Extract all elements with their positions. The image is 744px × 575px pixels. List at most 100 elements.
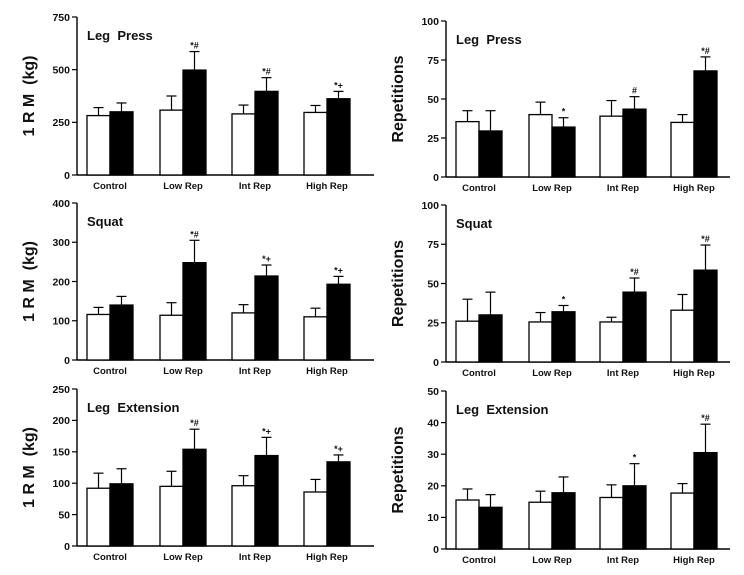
y-tick-label: 400 — [52, 198, 70, 210]
panel-leg-extension-repetitions: 0 10 20 30 40 50 Repetitions Leg Extension Contr… — [390, 386, 730, 566]
x-category-label: Int Rep — [607, 555, 639, 566]
bar-pre — [670, 121, 695, 178]
y-tick-label: 750 — [52, 12, 70, 24]
y-tick-label: 300 — [52, 237, 70, 249]
bar-post — [326, 98, 351, 176]
x-category-label: Control — [93, 552, 127, 563]
y-axis-label: 1 R M (kg) — [21, 241, 38, 322]
y-tick-label: 40 — [427, 417, 439, 429]
bar-post — [551, 492, 576, 550]
bar-pre — [303, 316, 328, 361]
x-category-label: Low Rep — [163, 366, 203, 377]
x-category-label: Low Rep — [532, 555, 572, 566]
y-axis-label: 1 R M (kg) — [21, 427, 38, 508]
bar-post — [109, 483, 134, 547]
x-category-label: High Rep — [306, 181, 348, 192]
y-tick-label: 30 — [427, 449, 439, 461]
significance-marker: *+ — [262, 254, 271, 264]
x-category-label: High Rep — [673, 368, 715, 379]
significance-marker: *# — [701, 234, 710, 244]
y-tick-label: 75 — [427, 239, 439, 251]
y-tick-label: 250 — [52, 117, 70, 129]
panel-title: Leg Extension — [456, 402, 549, 417]
significance-marker: * — [562, 294, 566, 304]
bar-pre — [599, 115, 624, 178]
bar-pre — [670, 492, 695, 550]
bar-pre — [231, 113, 256, 176]
x-category-label: Control — [462, 555, 496, 566]
significance-marker: * — [633, 453, 637, 463]
bar-post — [109, 304, 134, 361]
y-tick-label: 50 — [427, 386, 439, 398]
x-category-label: Int Rep — [239, 552, 271, 563]
bar-post — [254, 275, 279, 361]
x-category-label: Control — [462, 183, 496, 194]
y-tick-label: 0 — [64, 541, 70, 553]
x-category-label: Int Rep — [239, 181, 271, 192]
x-category-label: Control — [462, 368, 496, 379]
y-tick-label: 50 — [58, 509, 70, 521]
bar-post — [182, 262, 207, 361]
significance-marker: *+ — [334, 265, 343, 275]
y-tick-label: 200 — [52, 276, 70, 288]
y-tick-label: 150 — [52, 447, 70, 459]
bar-pre — [231, 312, 256, 361]
bar-pre — [86, 487, 111, 547]
bar-post — [326, 283, 351, 361]
bar-post — [478, 314, 503, 363]
x-category-label: Int Rep — [607, 183, 639, 194]
panel-leg-extension-1rm: 0 50 100 150 200 250 1 R M (kg) Leg Extension Co… — [21, 384, 374, 563]
x-category-label: High Rep — [673, 555, 715, 566]
y-tick-label: 20 — [427, 481, 439, 493]
bar-post — [326, 461, 351, 547]
panel-leg-press-1rm: 0 250 500 750 1 R M (kg) Leg Press Control Low … — [21, 12, 374, 192]
bar-post — [478, 506, 503, 550]
bar-post — [182, 69, 207, 176]
y-axis-label: 1 R M (kg) — [21, 56, 38, 137]
panel-leg-press-repetitions: 0 25 50 75 100 Repetitions Leg Press Control Low… — [390, 16, 730, 194]
y-tick-label: 0 — [64, 170, 70, 182]
y-tick-label: 200 — [52, 415, 70, 427]
y-tick-label: 10 — [427, 512, 439, 524]
bar-post — [693, 269, 718, 363]
bar-pre — [455, 120, 480, 178]
y-axis-label: Repetitions — [390, 426, 407, 513]
significance-marker: *+ — [334, 80, 343, 90]
bar-post — [693, 70, 718, 178]
bar-pre — [599, 496, 624, 550]
panel-title: Leg Press — [87, 28, 153, 43]
bar-pre — [599, 321, 624, 363]
y-tick-label: 50 — [427, 278, 439, 290]
bar-post — [551, 126, 576, 178]
bar-post — [254, 90, 279, 176]
x-category-label: High Rep — [306, 552, 348, 563]
significance-marker: *# — [190, 418, 199, 428]
bar-pre — [159, 314, 184, 361]
bar-post — [693, 451, 718, 550]
bar-pre — [670, 309, 695, 363]
bar-pre — [86, 114, 111, 176]
bar-pre — [159, 485, 184, 547]
bar-post — [622, 291, 647, 363]
x-category-label: Control — [93, 366, 127, 377]
y-tick-label: 0 — [433, 544, 439, 556]
panel-title: Squat — [87, 214, 124, 229]
y-tick-label: 50 — [427, 94, 439, 106]
y-tick-label: 100 — [421, 200, 439, 212]
bar-pre — [528, 321, 553, 363]
bar-pre — [528, 501, 553, 550]
x-category-label: Int Rep — [239, 366, 271, 377]
significance-marker: *# — [630, 267, 639, 277]
y-tick-label: 25 — [427, 133, 439, 145]
y-tick-label: 250 — [52, 384, 70, 396]
y-tick-label: 75 — [427, 55, 439, 67]
bar-pre — [159, 109, 184, 176]
x-category-label: Low Rep — [532, 368, 572, 379]
bar-pre — [455, 499, 480, 550]
bar-pre — [303, 491, 328, 547]
bar-pre — [455, 320, 480, 363]
y-tick-label: 100 — [421, 16, 439, 28]
significance-marker: *+ — [334, 444, 343, 454]
x-category-label: Low Rep — [163, 181, 203, 192]
